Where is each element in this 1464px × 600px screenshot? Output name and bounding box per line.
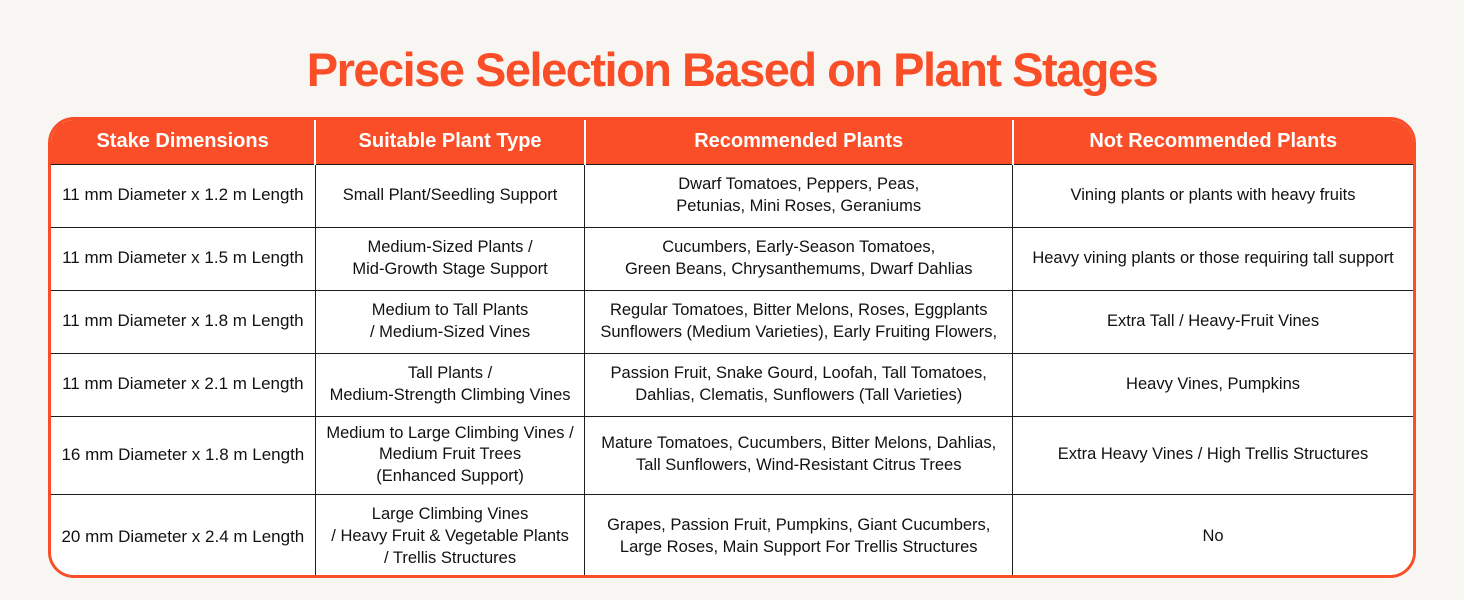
cell-not-recommended-plants: Heavy Vines, Pumpkins	[1012, 352, 1413, 417]
cell-recommended-plants: Regular Tomatoes, Bitter Melons, Roses, …	[584, 289, 1014, 354]
table-row: 11 mm Diameter x 1.5 m Length Medium-Siz…	[51, 226, 1413, 291]
cell-stake-dimensions: 16 mm Diameter x 1.8 m Length	[51, 415, 316, 495]
table-row: 20 mm Diameter x 2.4 m Length Large Clim…	[51, 493, 1413, 575]
cell-not-recommended-plants: No	[1012, 493, 1413, 575]
cell-suitable-plant-type: Medium-Sized Plants / Mid-Growth Stage S…	[314, 226, 586, 291]
column-header-recommended-plants: Recommended Plants	[583, 120, 1013, 164]
cell-stake-dimensions: 20 mm Diameter x 2.4 m Length	[51, 493, 316, 575]
cell-recommended-plants: Grapes, Passion Fruit, Pumpkins, Giant C…	[584, 493, 1014, 575]
cell-suitable-plant-type: Tall Plants / Medium-Strength Climbing V…	[314, 352, 586, 417]
cell-recommended-plants: Dwarf Tomatoes, Peppers, Peas, Petunias,…	[584, 163, 1014, 228]
cell-not-recommended-plants: Heavy vining plants or those requiring t…	[1012, 226, 1413, 291]
cell-suitable-plant-type: Medium to Tall Plants / Medium-Sized Vin…	[314, 289, 586, 354]
cell-stake-dimensions: 11 mm Diameter x 1.8 m Length	[51, 289, 316, 354]
cell-recommended-plants: Mature Tomatoes, Cucumbers, Bitter Melon…	[584, 415, 1014, 495]
cell-suitable-plant-type: Small Plant/Seedling Support	[314, 163, 586, 228]
cell-stake-dimensions: 11 mm Diameter x 1.2 m Length	[51, 163, 316, 228]
cell-recommended-plants: Cucumbers, Early-Season Tomatoes, Green …	[584, 226, 1014, 291]
column-header-stake-dimensions: Stake Dimensions	[51, 120, 316, 164]
cell-not-recommended-plants: Extra Tall / Heavy-Fruit Vines	[1012, 289, 1413, 354]
table-row: 11 mm Diameter x 1.8 m Length Medium to …	[51, 289, 1413, 354]
cell-suitable-plant-type: Medium to Large Climbing Vines / Medium …	[314, 415, 586, 495]
cell-recommended-plants: Passion Fruit, Snake Gourd, Loofah, Tall…	[584, 352, 1014, 417]
plant-stage-table: Stake Dimensions Suitable Plant Type Rec…	[51, 120, 1413, 575]
page-title: Precise Selection Based on Plant Stages	[306, 43, 1159, 96]
table-row: 16 mm Diameter x 1.8 m Length Medium to …	[51, 415, 1413, 495]
cell-not-recommended-plants: Vining plants or plants with heavy fruit…	[1012, 163, 1413, 228]
column-header-not-recommended-plants: Not Recommended Plants	[1011, 120, 1413, 164]
table-header-row: Stake Dimensions Suitable Plant Type Rec…	[51, 120, 1413, 164]
cell-not-recommended-plants: Extra Heavy Vines / High Trellis Structu…	[1012, 415, 1413, 495]
table-row: 11 mm Diameter x 2.1 m Length Tall Plant…	[51, 352, 1413, 417]
cell-stake-dimensions: 11 mm Diameter x 1.5 m Length	[51, 226, 316, 291]
plant-stage-table-container: Stake Dimensions Suitable Plant Type Rec…	[48, 117, 1416, 578]
column-header-suitable-plant-type: Suitable Plant Type	[314, 120, 585, 164]
cell-stake-dimensions: 11 mm Diameter x 2.1 m Length	[51, 352, 316, 417]
cell-suitable-plant-type: Large Climbing Vines / Heavy Fruit & Veg…	[314, 493, 586, 575]
table-row: 11 mm Diameter x 1.2 m Length Small Plan…	[51, 163, 1413, 228]
